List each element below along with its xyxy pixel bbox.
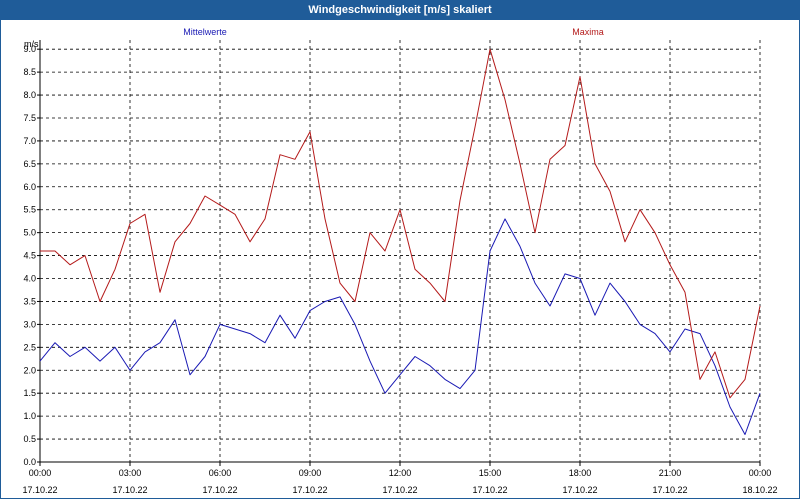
y-tick-label: 0.0: [23, 457, 36, 467]
y-tick-label: 2.5: [23, 342, 36, 352]
y-tick-label: 3.5: [23, 296, 36, 306]
y-tick-labels: 0.0 0.5 1.0 1.5 2.0 2.5 3.0 3.5 4.0 4.5 5.0 5.5 6.0 6…: [23, 44, 36, 467]
y-tick-label: 1.0: [23, 411, 36, 421]
x-tick-time-label: 21:00: [659, 468, 682, 478]
y-tick-label: 1.5: [23, 388, 36, 398]
x-tick-time-label: 12:00: [389, 468, 412, 478]
x-tick-time-label: 00:00: [29, 468, 52, 478]
y-tick-label: 6.5: [23, 159, 36, 169]
y-tick-label: 4.5: [23, 251, 36, 261]
window-title: Windgeschwindigkeit [m/s] skaliert: [0, 0, 800, 20]
x-tick-time-label: 09:00: [299, 468, 322, 478]
x-tick-time-label: 18:00: [569, 468, 592, 478]
y-tick-label: 3.0: [23, 319, 36, 329]
x-tick-date-label: 17.10.22: [112, 485, 147, 495]
y-axis-unit-label: m/s: [24, 39, 39, 49]
y-tick-label: 2.0: [23, 365, 36, 375]
x-tick-labels: 00:00 17.10.22 03:00 17.10.22 06:00 17.10.22 0…: [22, 468, 777, 495]
grid-lines: [40, 40, 761, 463]
mittelwerte-line: [39, 218, 761, 435]
x-tick-date-label: 17.10.22: [202, 485, 237, 495]
x-tick-date-label: 17.10.22: [562, 485, 597, 495]
y-tick-label: 5.0: [23, 228, 36, 238]
x-tick-date-label: 17.10.22: [292, 485, 327, 495]
x-tick-time-label: 15:00: [479, 468, 502, 478]
legend-mittelwerte: Mittelwerte: [183, 27, 227, 37]
y-tick-label: 0.5: [23, 434, 36, 444]
y-tick-label: 9.0: [23, 44, 36, 54]
y-tick-label: 7.5: [23, 113, 36, 123]
x-tick-date-label: 17.10.22: [382, 485, 417, 495]
x-tick-date-label: 18.10.22: [742, 485, 777, 495]
y-tick-label: 8.5: [23, 67, 36, 77]
y-tick-label: 5.5: [23, 205, 36, 215]
y-tick-label: 8.0: [23, 90, 36, 100]
y-tick-label: 6.0: [23, 182, 36, 192]
y-tick-label: 7.0: [23, 136, 36, 146]
maxima-line: [40, 48, 761, 399]
x-tick-time-label: 06:00: [209, 468, 232, 478]
y-tick-label: 4.0: [23, 274, 36, 284]
x-tick-date-label: 17.10.22: [472, 485, 507, 495]
x-tick-time-label: 00:00: [749, 468, 772, 478]
axes: [37, 40, 761, 466]
legend-maxima: Maxima: [572, 27, 604, 37]
x-tick-date-label: 17.10.22: [652, 485, 687, 495]
x-tick-time-label: 03:00: [119, 468, 142, 478]
x-tick-date-label: 17.10.22: [22, 485, 57, 495]
data-series: [39, 48, 761, 435]
